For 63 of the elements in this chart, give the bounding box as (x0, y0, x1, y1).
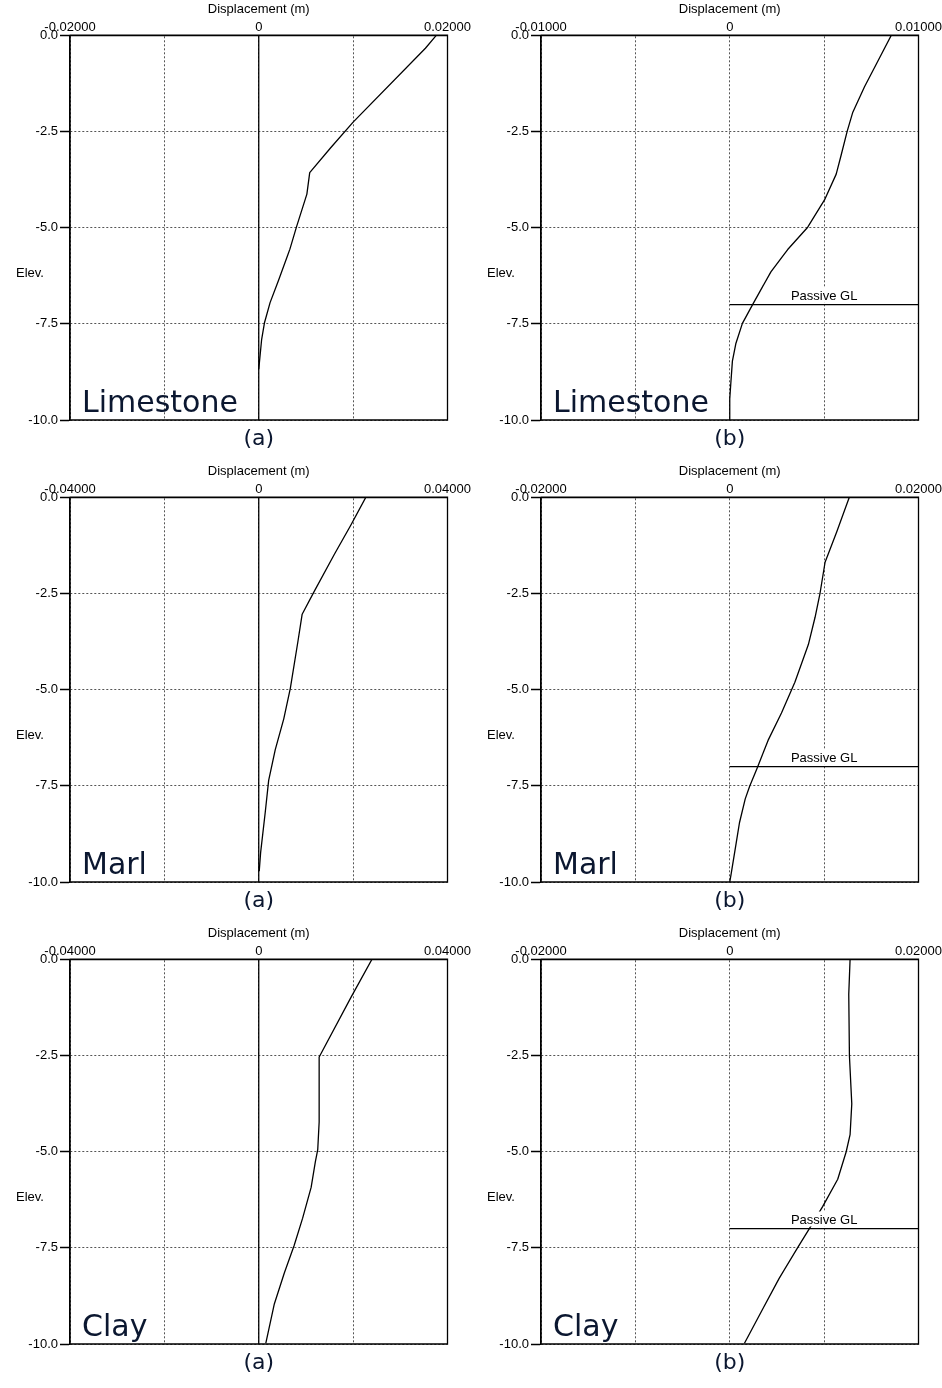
y-tick-label: -2.5 (506, 122, 529, 138)
x-tick-label: 0 (255, 942, 263, 958)
y-axis-title: Elev. (16, 727, 44, 743)
annotation: Marl (553, 845, 618, 881)
y-tick-label: -10.0 (499, 411, 529, 427)
x-tick-label: 0.01000 (895, 18, 942, 34)
y-tick-label: -10.0 (499, 1335, 529, 1351)
y-tick-label: -7.5 (35, 315, 58, 331)
y-tick-label: -5.0 (35, 681, 58, 697)
y-tick-label: -2.5 (506, 1046, 529, 1062)
y-tick-label: -7.5 (506, 777, 529, 793)
y-tick-label: -10.0 (499, 873, 529, 889)
x-tick-label: 0.04000 (424, 942, 471, 958)
text: (a) (243, 424, 275, 450)
annotation: Limestone (82, 383, 238, 419)
y-axis-title: Elev. (487, 265, 515, 281)
y-tick-label: -7.5 (35, 1239, 58, 1255)
annotation: Marl (82, 845, 147, 881)
x-axis-title: Displacement (m) (678, 1, 781, 17)
annotation: Clay (553, 1307, 619, 1343)
y-tick-label: -7.5 (506, 1239, 529, 1255)
x-axis-title: Displacement (m) (207, 1, 310, 17)
x-axis-title: Displacement (m) (207, 925, 310, 941)
ref-line-label: Passive GL (790, 749, 858, 765)
x-axis-title: Displacement (m) (678, 925, 781, 941)
x-axis-title: Displacement (m) (678, 463, 781, 479)
y-tick-label: -7.5 (506, 315, 529, 331)
y-axis-title: Elev. (487, 1189, 515, 1205)
y-tick-label: -7.5 (35, 777, 58, 793)
y-tick-label: -5.0 (35, 1143, 58, 1159)
x-tick-label: 0 (255, 18, 263, 34)
annotation: Clay (82, 1307, 148, 1343)
y-tick-label: -5.0 (506, 219, 529, 235)
x-tick-label: 0.02000 (895, 942, 942, 958)
y-axis-title: Elev. (16, 265, 44, 281)
y-axis-title: Elev. (16, 1189, 44, 1205)
x-tick-label: 0.02000 (424, 18, 471, 34)
y-tick-label: -5.0 (506, 1143, 529, 1159)
ref-line-label: Passive GL (790, 287, 858, 303)
y-tick-label: -10.0 (28, 1335, 58, 1351)
y-tick-label: -2.5 (35, 122, 58, 138)
y-tick-label: -2.5 (35, 584, 58, 600)
x-tick-label: 0.02000 (895, 480, 942, 496)
text: (b) (714, 886, 746, 912)
x-axis-title: Displacement (m) (207, 463, 310, 479)
text: (a) (243, 886, 275, 912)
y-tick-label: -10.0 (28, 873, 58, 889)
x-tick-label: 0 (726, 480, 734, 496)
x-tick-label: 0.04000 (424, 480, 471, 496)
y-tick-label: -2.5 (35, 1046, 58, 1062)
text: (a) (243, 1348, 275, 1374)
y-tick-label: -5.0 (506, 681, 529, 697)
y-tick-label: -10.0 (28, 411, 58, 427)
text: (b) (714, 424, 746, 450)
annotation: Limestone (553, 383, 709, 419)
text: (b) (714, 1348, 746, 1374)
y-tick-label: -5.0 (35, 219, 58, 235)
x-tick-label: 0 (726, 18, 734, 34)
x-tick-label: 0 (726, 942, 734, 958)
ref-line-label: Passive GL (790, 1211, 858, 1227)
x-tick-label: 0 (255, 480, 263, 496)
y-axis-title: Elev. (487, 727, 515, 743)
y-tick-label: -2.5 (506, 584, 529, 600)
